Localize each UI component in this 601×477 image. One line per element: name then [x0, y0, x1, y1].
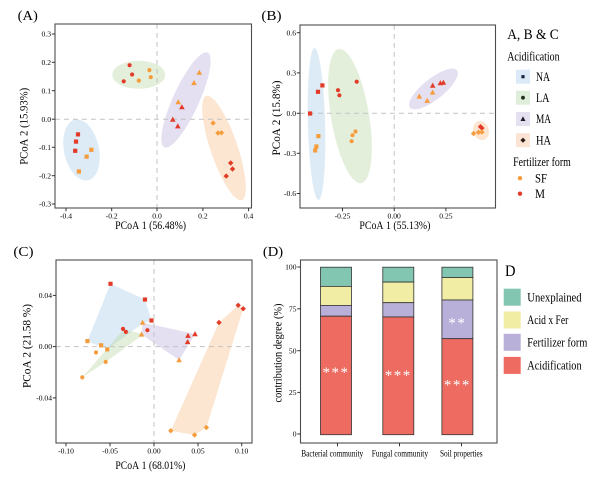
svg-text:-0.6: -0.6 — [284, 189, 296, 198]
svg-text:-0.25: -0.25 — [335, 212, 351, 221]
svg-text:(A): (A) — [18, 9, 39, 24]
svg-text:Fungal community: Fungal community — [372, 449, 429, 459]
svg-text:PCoA 1 (56.48%): PCoA 1 (56.48%) — [115, 220, 186, 232]
svg-text:0.6: 0.6 — [287, 28, 297, 37]
svg-text:MA: MA — [536, 112, 551, 126]
svg-text:0.1: 0.1 — [42, 86, 52, 95]
svg-text:PCoA 2 (15.8%): PCoA 2 (15.8%) — [271, 80, 283, 155]
svg-text:Unexplained: Unexplained — [527, 290, 582, 304]
svg-text:***: *** — [444, 378, 471, 394]
svg-text:-0.1: -0.1 — [39, 143, 51, 152]
svg-text:Soil properties: Soil properties — [440, 449, 483, 459]
svg-text:PCoA 1 (68.01%): PCoA 1 (68.01%) — [115, 460, 185, 472]
svg-text:Fertilizer form: Fertilizer form — [527, 336, 587, 350]
svg-text:M: M — [535, 187, 545, 201]
svg-text:0.2: 0.2 — [42, 58, 52, 67]
svg-text:(D): (D) — [263, 245, 284, 260]
svg-text:25: 25 — [289, 388, 297, 397]
svg-text:contribution degree (%): contribution degree (%) — [273, 303, 285, 402]
svg-text:A, B & C: A, B & C — [507, 27, 559, 43]
svg-text:SF: SF — [535, 171, 547, 185]
svg-text:***: *** — [385, 368, 412, 384]
svg-text:LA: LA — [536, 91, 550, 105]
svg-text:-0.04: -0.04 — [36, 394, 52, 403]
svg-text:HA: HA — [536, 133, 551, 147]
svg-text:PCoA 2 (15.93%): PCoA 2 (15.93%) — [19, 88, 31, 165]
svg-text:0.00: 0.00 — [147, 447, 160, 456]
svg-text:-0.3: -0.3 — [284, 149, 296, 158]
svg-text:-0.3: -0.3 — [39, 200, 51, 209]
svg-text:Acidification: Acidification — [527, 359, 582, 373]
svg-text:-0.05: -0.05 — [102, 447, 118, 456]
svg-text:75: 75 — [289, 304, 297, 313]
svg-text:PCoA 2 (21.58 %): PCoA 2 (21.58 %) — [22, 304, 34, 388]
svg-text:0.05: 0.05 — [191, 447, 204, 456]
svg-text:50: 50 — [289, 346, 297, 355]
svg-text:***: *** — [323, 365, 350, 381]
svg-text:0.4: 0.4 — [244, 212, 254, 221]
svg-text:0: 0 — [293, 430, 297, 439]
svg-text:PCoA 1 (55.13%): PCoA 1 (55.13%) — [359, 220, 430, 232]
svg-text:0.0: 0.0 — [42, 115, 52, 124]
svg-text:Bacterial community: Bacterial community — [301, 449, 363, 459]
svg-text:0.3: 0.3 — [287, 69, 297, 78]
svg-text:0.00: 0.00 — [39, 342, 52, 351]
svg-text:NA: NA — [536, 70, 550, 84]
svg-text:0.04: 0.04 — [39, 291, 52, 300]
svg-text:**: ** — [448, 315, 466, 331]
svg-text:D: D — [505, 263, 516, 280]
svg-text:-0.2: -0.2 — [39, 171, 51, 180]
svg-text:Acid x Fer: Acid x Fer — [527, 313, 569, 327]
svg-text:Fertilizer form: Fertilizer form — [513, 155, 571, 169]
svg-text:0.0: 0.0 — [287, 109, 297, 118]
svg-text:-0.2: -0.2 — [106, 212, 118, 221]
svg-text:0.25: 0.25 — [439, 212, 452, 221]
svg-text:0.00: 0.00 — [388, 212, 401, 221]
svg-text:(B): (B) — [261, 9, 282, 24]
svg-text:0.3: 0.3 — [42, 30, 52, 39]
svg-text:0.0: 0.0 — [152, 212, 162, 221]
svg-text:(C): (C) — [13, 245, 34, 260]
svg-text:-0.4: -0.4 — [60, 212, 72, 221]
svg-text:Acidification: Acidification — [507, 50, 560, 64]
svg-text:100: 100 — [285, 263, 297, 272]
svg-text:-0.10: -0.10 — [58, 447, 74, 456]
svg-text:0.2: 0.2 — [198, 212, 208, 221]
svg-text:0.10: 0.10 — [235, 447, 248, 456]
